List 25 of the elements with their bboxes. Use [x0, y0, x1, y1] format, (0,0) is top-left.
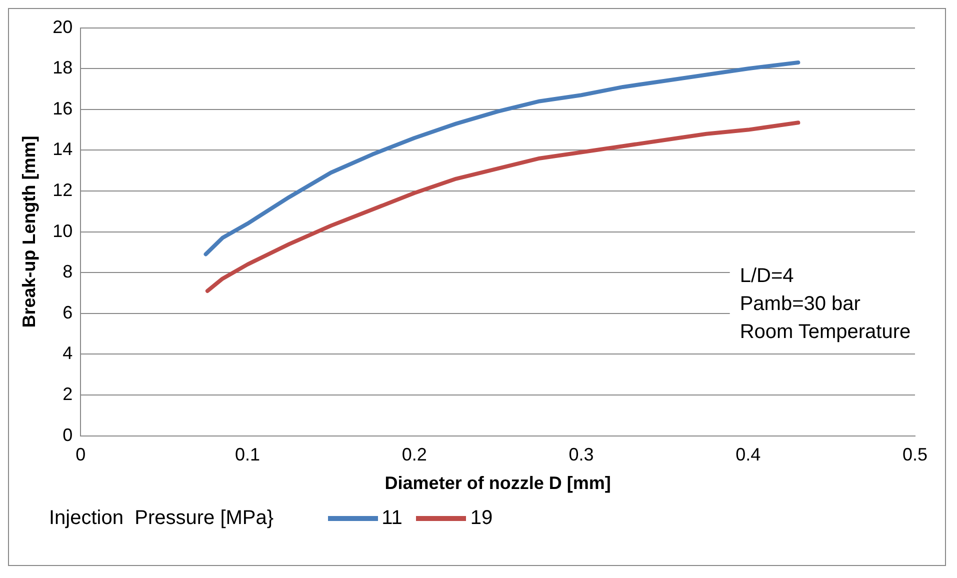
y-tick-label: 2: [62, 384, 73, 404]
legend-label: 19: [470, 507, 493, 530]
x-tick-label: 0.2: [402, 444, 427, 465]
annotation: Pamb=30 bar: [740, 293, 861, 316]
y-axis-title: Break-up Length [mm]: [18, 136, 39, 328]
legend-label: 11: [382, 507, 402, 530]
y-tick-label: 0: [62, 424, 73, 445]
x-tick-label: 0.4: [736, 444, 761, 465]
legend-title: Injection Pressure [MPa}: [49, 507, 274, 530]
y-tick-label: 20: [52, 16, 73, 37]
y-tick-label: 6: [62, 302, 73, 322]
y-tick-label: 18: [52, 58, 73, 78]
annotation: Room Temperature: [740, 321, 911, 344]
y-tick-label: 14: [52, 139, 73, 160]
y-tick-label: 10: [52, 220, 73, 241]
x-tick-label: 0.3: [568, 444, 594, 465]
x-tick-label: 0.5: [902, 444, 928, 465]
y-tick-label: 8: [62, 262, 73, 282]
y-tick-label: 16: [52, 98, 73, 118]
x-tick-label: 0.1: [234, 444, 260, 465]
annotation: L/D=4: [740, 265, 794, 288]
x-axis-title: Diameter of nozzle D [mm]: [384, 473, 611, 494]
x-tick-label: 0: [76, 444, 86, 465]
y-tick-label: 4: [62, 343, 73, 364]
y-tick-label: 12: [52, 180, 73, 200]
